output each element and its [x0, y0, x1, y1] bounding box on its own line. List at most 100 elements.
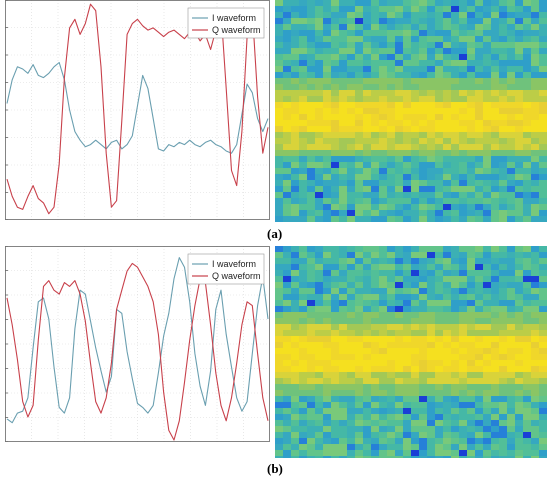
- spectrogram-cell: [347, 312, 356, 319]
- spectrogram-cell: [451, 348, 460, 355]
- spectrogram-cell: [363, 18, 372, 25]
- spectrogram-cell: [283, 246, 292, 253]
- spectrogram-cell: [323, 318, 332, 325]
- spectrogram-cell: [307, 120, 316, 127]
- spectrogram-cell: [435, 306, 444, 313]
- spectrogram-cell: [387, 60, 396, 67]
- spectrogram-cell: [275, 198, 284, 205]
- spectrogram-cell: [419, 216, 428, 222]
- spectrogram-cell: [379, 192, 388, 199]
- spectrogram-cell: [507, 396, 516, 403]
- spectrogram-cell: [371, 390, 380, 397]
- spectrogram-cell: [523, 168, 532, 175]
- spectrogram-cell: [515, 360, 524, 367]
- spectrogram-cell: [291, 198, 300, 205]
- spectrogram-cell: [539, 162, 547, 169]
- spectrogram-cell: [515, 456, 524, 458]
- spectrogram-cell: [387, 138, 396, 145]
- spectrogram-cell: [427, 138, 436, 145]
- spectrogram-cell: [275, 372, 284, 379]
- spectrogram-cell: [323, 138, 332, 145]
- spectrogram-cell: [427, 84, 436, 91]
- spectrogram-cell: [451, 318, 460, 325]
- spectrogram-cell: [347, 426, 356, 433]
- spectrogram-cell: [411, 132, 420, 139]
- spectrogram-cell: [475, 444, 484, 451]
- spectrogram-cell: [355, 186, 364, 193]
- spectrogram-cell: [371, 456, 380, 458]
- spectrogram-cell: [283, 360, 292, 367]
- spectrogram-cell: [467, 384, 476, 391]
- spectrogram-cell: [315, 132, 324, 139]
- spectrogram-cell: [275, 390, 284, 397]
- spectrogram-cell: [443, 450, 452, 457]
- spectrogram-cell: [275, 24, 284, 31]
- spectrogram-cell: [307, 276, 316, 283]
- spectrogram-cell: [331, 138, 340, 145]
- spectrogram-cell: [419, 174, 428, 181]
- spectrogram-cell: [443, 258, 452, 265]
- spectrogram-cell: [491, 168, 500, 175]
- spectrogram-cell: [523, 360, 532, 367]
- spectrogram-cell: [467, 84, 476, 91]
- spectrogram-cell: [363, 6, 372, 13]
- spectrogram-cell: [283, 288, 292, 295]
- spectrogram-cell: [515, 72, 524, 79]
- spectrogram-cell: [387, 186, 396, 193]
- spectrogram-cell: [363, 108, 372, 115]
- spectrogram-cell: [323, 24, 332, 31]
- spectrogram-cell: [435, 336, 444, 343]
- spectrogram-cell: [307, 12, 316, 19]
- spectrogram-cell: [499, 330, 508, 337]
- spectrogram-cell: [339, 132, 348, 139]
- spectrogram-cell: [419, 162, 428, 169]
- spectrogram-cell: [419, 12, 428, 19]
- spectrogram-cell: [451, 126, 460, 133]
- spectrogram-cell: [331, 48, 340, 55]
- spectrogram-cell: [515, 264, 524, 271]
- spectrogram-cell: [395, 450, 404, 457]
- spectrogram-cell: [435, 24, 444, 31]
- spectrogram-cell: [539, 270, 547, 277]
- spectrogram-cell: [395, 348, 404, 355]
- spectrogram-cell: [387, 282, 396, 289]
- spectrogram-cell: [387, 168, 396, 175]
- spectrogram-cell: [475, 372, 484, 379]
- spectrogram-cell: [491, 390, 500, 397]
- spectrogram-cell: [371, 78, 380, 85]
- spectrogram-cell: [315, 246, 324, 253]
- spectrogram-cell: [435, 114, 444, 121]
- spectrogram-cell: [355, 258, 364, 265]
- spectrogram-cell: [523, 24, 532, 31]
- spectrogram-cell: [339, 60, 348, 67]
- spectrogram-cell: [531, 390, 540, 397]
- spectrogram-cell: [307, 144, 316, 151]
- spectrogram-cell: [523, 180, 532, 187]
- spectrogram-cell: [491, 42, 500, 49]
- spectrogram-cell: [411, 360, 420, 367]
- spectrogram-cell: [507, 96, 516, 103]
- spectrogram-cell: [483, 168, 492, 175]
- spectrogram-cell: [355, 126, 364, 133]
- spectrogram-cell: [411, 6, 420, 13]
- spectrogram-cell: [483, 72, 492, 79]
- spectrogram-cell: [491, 0, 500, 7]
- spectrogram-cell: [395, 456, 404, 458]
- spectrogram-cell: [379, 54, 388, 61]
- spectrogram-cell: [451, 438, 460, 445]
- spectrogram-cell: [331, 306, 340, 313]
- spectrogram-cell: [307, 414, 316, 421]
- spectrogram-cell: [427, 456, 436, 458]
- spectrogram-cell: [443, 312, 452, 319]
- spectrogram-cell: [395, 180, 404, 187]
- spectrogram-cell: [539, 48, 547, 55]
- spectrogram-cell: [523, 252, 532, 259]
- spectrogram-cell: [475, 78, 484, 85]
- spectrogram-cell: [307, 456, 316, 458]
- spectrogram-cell: [323, 282, 332, 289]
- spectrogram-cell: [315, 54, 324, 61]
- spectrogram-cell: [435, 396, 444, 403]
- spectrogram-cell: [475, 426, 484, 433]
- spectrogram-cell: [507, 168, 516, 175]
- spectrogram-cell: [275, 30, 284, 37]
